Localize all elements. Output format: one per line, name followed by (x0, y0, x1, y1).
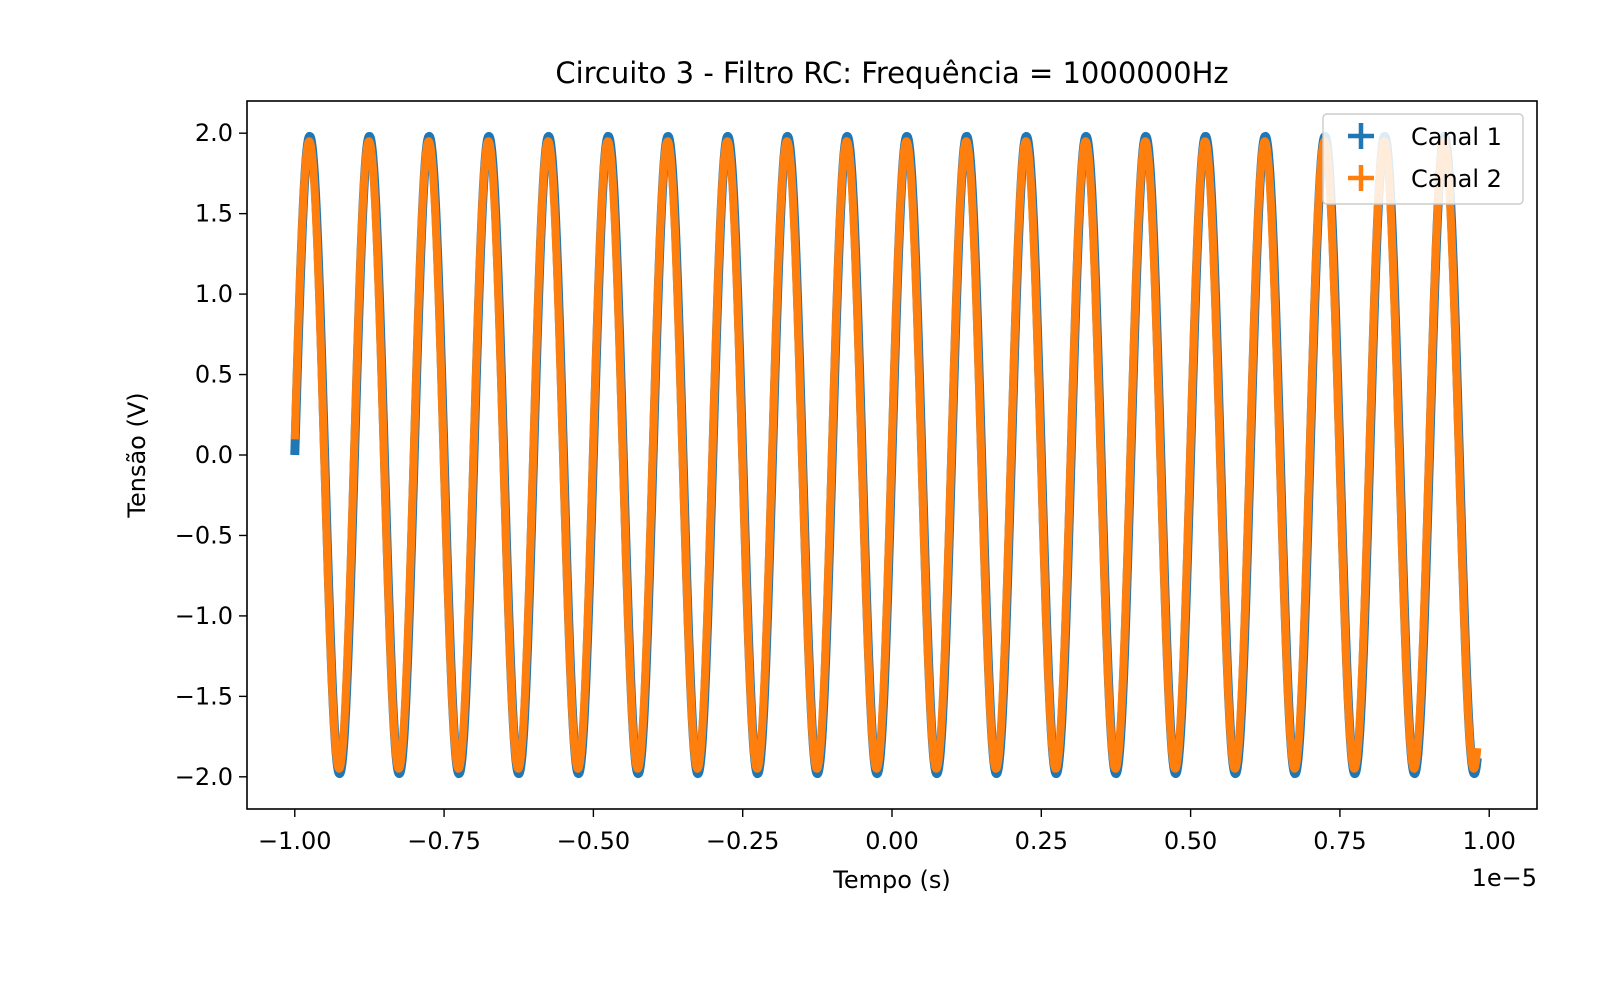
x-axis-offset-label: 1e−5 (1472, 864, 1537, 892)
plot-layer (290, 131, 1482, 779)
x-tick-label: −1.00 (258, 827, 332, 855)
series-line-2 (290, 137, 1482, 773)
x-tick-label: 0.75 (1313, 827, 1366, 855)
x-tick-label: −0.25 (706, 827, 780, 855)
x-tick-label: −0.75 (407, 827, 481, 855)
y-tick-label: −2.0 (175, 763, 233, 791)
y-tick-label: 0.0 (195, 441, 233, 469)
y-tick-label: 0.5 (195, 361, 233, 389)
y-tick-label: 1.0 (195, 280, 233, 308)
y-tick-label: −1.0 (175, 602, 233, 630)
x-tick-label: 0.50 (1164, 827, 1217, 855)
x-tick-label: 0.25 (1015, 827, 1068, 855)
x-axis: −1.00 −0.75 −0.50 −0.25 0.00 0.25 0.50 0.75 1.00 (258, 809, 1516, 855)
y-tick-label: 1.5 (195, 200, 233, 228)
legend-item: Canal 2 (1348, 165, 1502, 193)
y-axis: 2.0 1.5 1.0 0.5 0.0 −0.5 −1.0 −1.5 −2.0 (175, 119, 247, 791)
y-tick-label: 2.0 (195, 119, 233, 147)
legend-item: Canal 1 (1348, 123, 1502, 151)
legend: Canal 1 Canal 2 (1322, 113, 1524, 205)
x-tick-label: 1.00 (1463, 827, 1516, 855)
y-axis-label: Tensão (V) (123, 392, 151, 518)
y-tick-label: −1.5 (175, 682, 233, 710)
y-tick-label: −0.5 (175, 521, 233, 549)
x-tick-label: −0.50 (557, 827, 631, 855)
x-tick-label: 0.00 (865, 827, 918, 855)
chart-title: Circuito 3 - Filtro RC: Frequência = 100… (555, 56, 1228, 90)
legend-label: Canal 1 (1411, 123, 1502, 151)
x-axis-label: Tempo (s) (832, 866, 951, 894)
legend-label: Canal 2 (1411, 165, 1502, 193)
